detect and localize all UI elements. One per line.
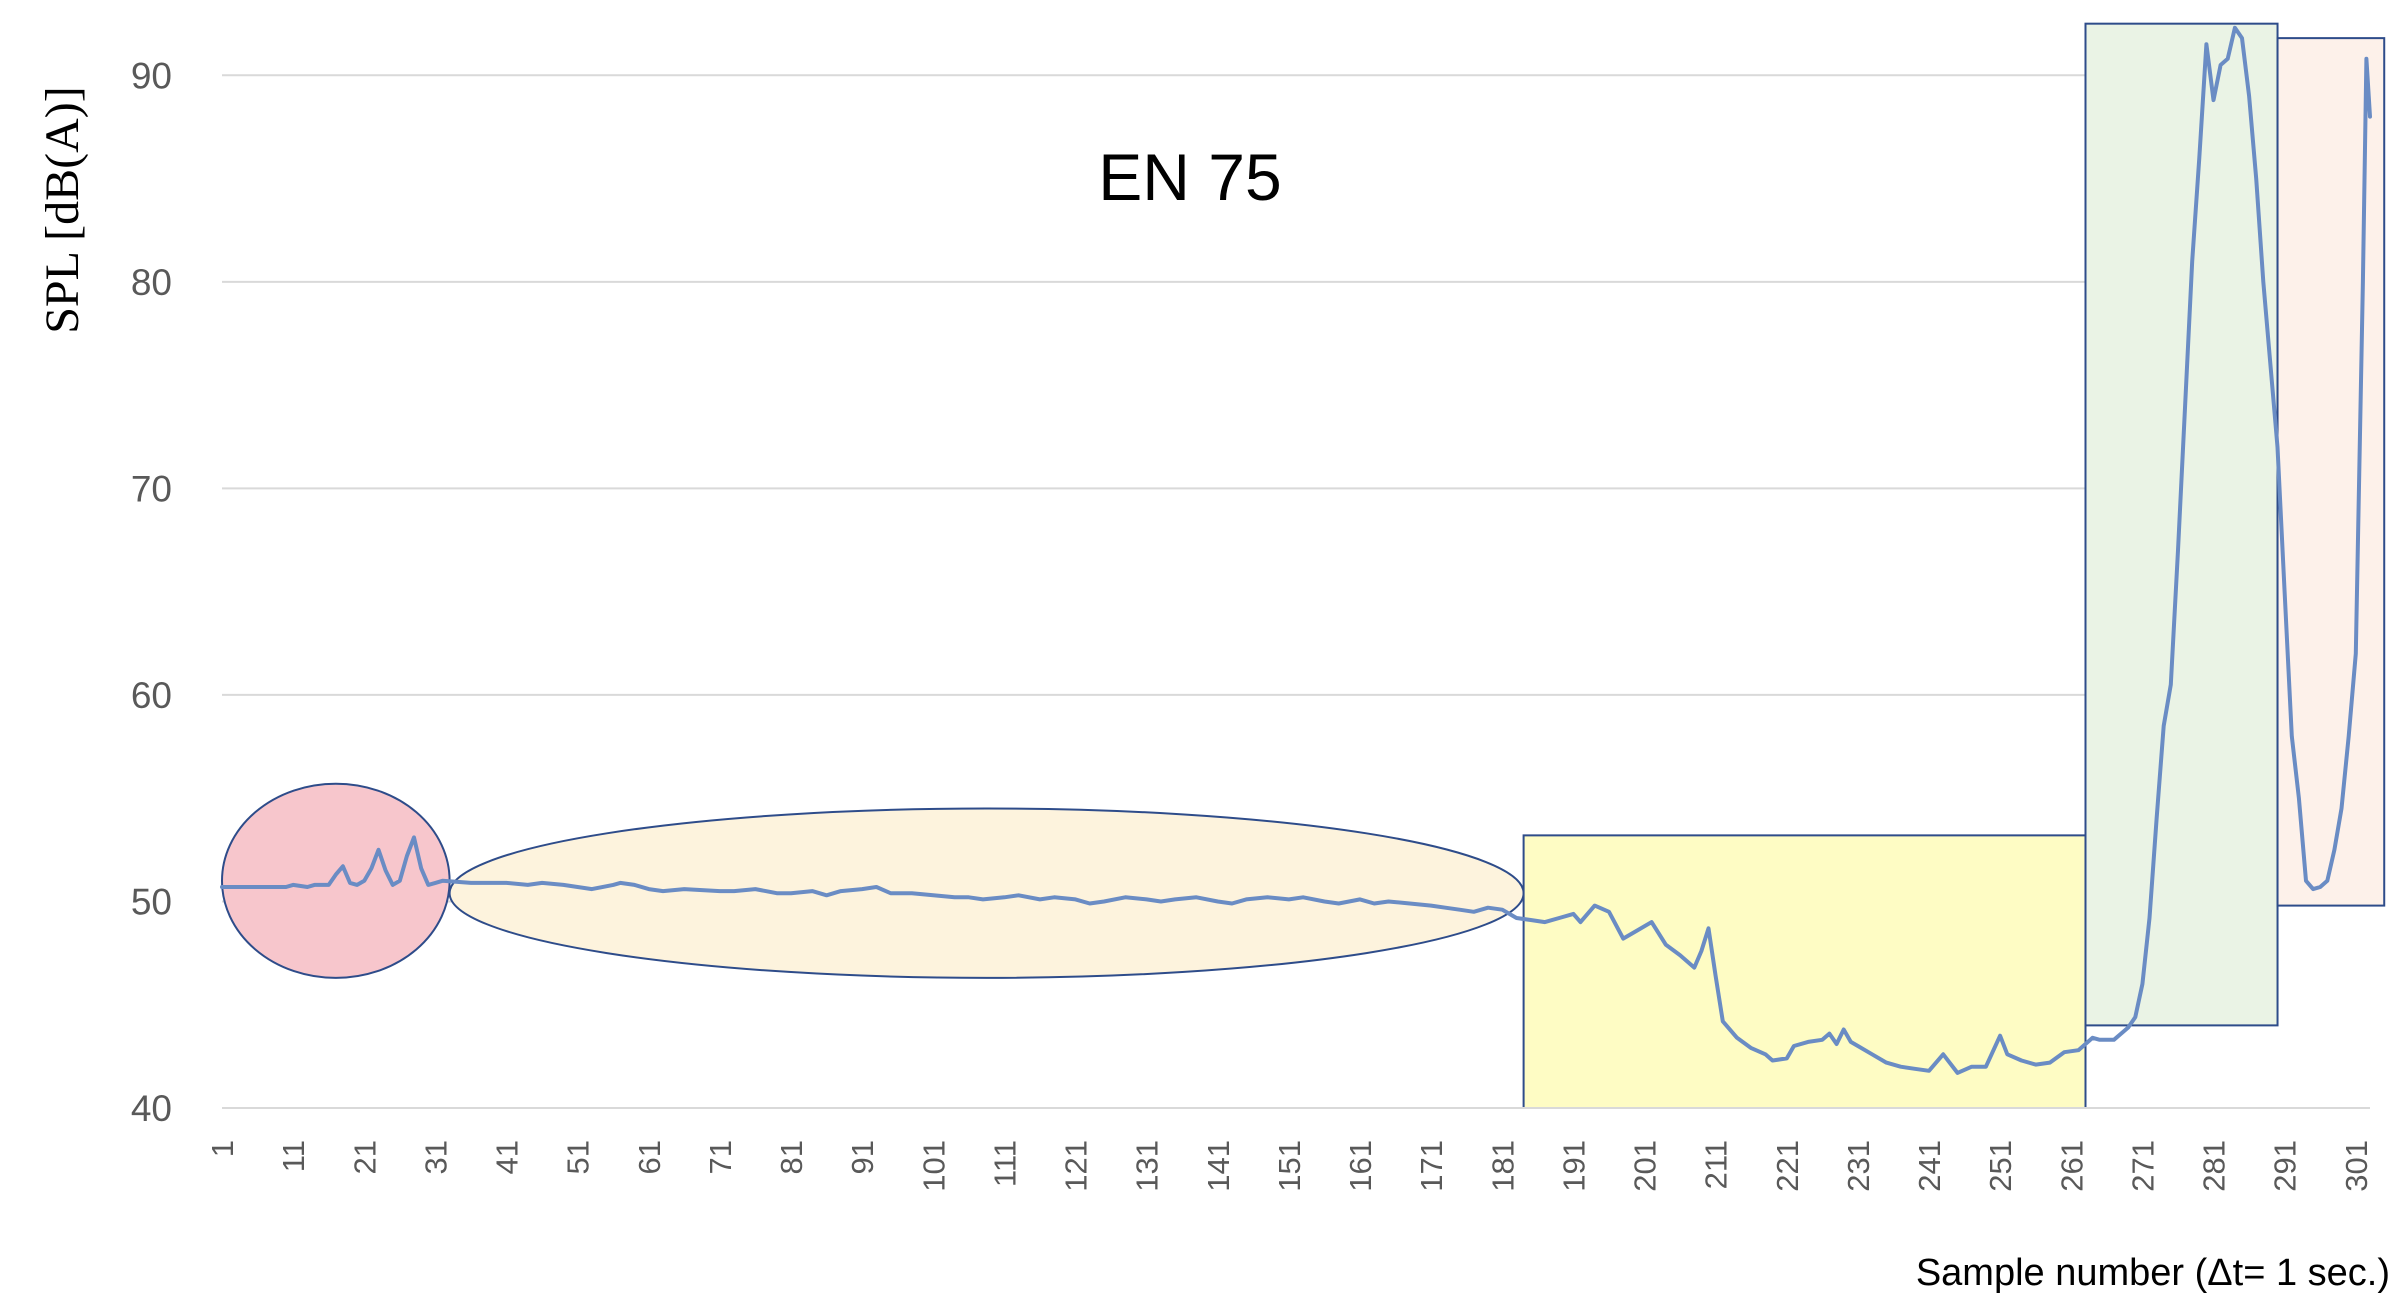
- x-tick-label: 91: [845, 1140, 880, 1174]
- x-tick-label: 111: [987, 1140, 1022, 1187]
- x-tick-label: 301: [2339, 1140, 2374, 1192]
- x-axis-label: Sample number (Δt= 1 sec.): [1916, 1252, 2390, 1294]
- y-tick-label: 90: [131, 55, 172, 96]
- x-tick-label: 51: [561, 1140, 596, 1174]
- x-tick-label: 241: [1912, 1140, 1947, 1192]
- x-tick-label: 11: [276, 1140, 311, 1172]
- chart-title: EN 75: [1098, 140, 1281, 214]
- x-tick-label: 251: [1983, 1140, 2018, 1192]
- x-tick-label: 211: [1699, 1140, 1734, 1189]
- highlight-ellipse-2: [448, 807, 1525, 979]
- highlight-ellipse-1: [221, 782, 451, 979]
- x-tick-label: 181: [1485, 1140, 1520, 1192]
- x-tick-label: 61: [632, 1140, 667, 1174]
- x-tick-label: 201: [1628, 1140, 1663, 1192]
- x-tick-label: 161: [1343, 1140, 1378, 1192]
- x-tick-label: 171: [1414, 1140, 1449, 1192]
- y-tick-label: 60: [131, 675, 172, 716]
- x-tick-label: 271: [2125, 1140, 2160, 1192]
- x-tick-label: 81: [774, 1140, 809, 1174]
- x-tick-label: 191: [1556, 1140, 1591, 1192]
- x-tick-label: 1: [205, 1140, 240, 1157]
- x-tick-label: 261: [2054, 1140, 2089, 1192]
- y-tick-label: 50: [131, 881, 172, 922]
- x-tick-label: 281: [2197, 1140, 2232, 1192]
- region-annotations: [221, 22, 2386, 1109]
- labels: EN 75 SPL [dB(A)] Sample number (Δt= 1 s…: [36, 86, 2390, 1294]
- x-tick-label: 141: [1201, 1140, 1236, 1192]
- x-tick-label: 101: [916, 1140, 951, 1192]
- y-axis-label: SPL [dB(A)]: [36, 86, 89, 334]
- x-tick-label: 121: [1059, 1140, 1094, 1192]
- x-tick-label: 71: [703, 1140, 738, 1174]
- x-tick-label: 131: [1130, 1140, 1165, 1192]
- highlight-rect-4: [2084, 22, 2279, 1027]
- series-line-1: [220, 25, 2372, 1075]
- x-tick-label: 21: [347, 1140, 382, 1174]
- highlight-rect-3: [1522, 834, 2087, 1109]
- data-series: [220, 25, 2372, 1075]
- x-tick-label: 221: [1770, 1140, 1805, 1192]
- x-tick-label: 231: [1841, 1140, 1876, 1192]
- highlight-rect-5: [2276, 37, 2386, 907]
- y-tick-label: 80: [131, 262, 172, 303]
- x-tick-label: 151: [1272, 1140, 1307, 1192]
- y-tick-label: 40: [131, 1088, 172, 1129]
- x-tick-label: 291: [2268, 1140, 2303, 1192]
- x-tick-label: 41: [490, 1140, 525, 1174]
- y-tick-label: 70: [131, 468, 172, 509]
- gridlines: [222, 74, 2370, 903]
- x-tick-label: 31: [418, 1140, 453, 1174]
